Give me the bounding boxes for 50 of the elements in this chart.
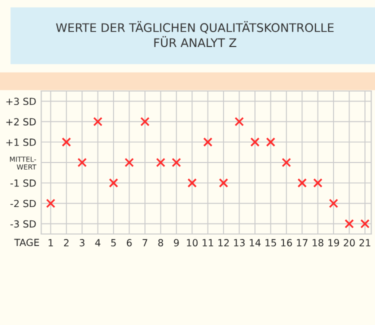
y-tick-label: +2 SD	[6, 118, 36, 126]
point	[124, 158, 134, 168]
point	[218, 178, 228, 188]
x-tick-label: 16	[281, 239, 292, 246]
point	[203, 137, 212, 147]
chart-title: WERTE DER TÄGLICHEN QUALITÄTSKONTROLLE FÜR ANALYT Z	[56, 21, 334, 48]
point	[360, 219, 370, 228]
point	[108, 178, 118, 188]
point	[297, 178, 307, 188]
point	[46, 198, 56, 208]
x-tick-label: 7	[142, 239, 148, 246]
x-tick-label: 4	[95, 239, 100, 246]
x-tick-label: 21	[359, 239, 370, 246]
x-tick-label: 2	[64, 239, 69, 246]
point	[313, 178, 322, 188]
point	[62, 137, 72, 147]
point	[250, 137, 260, 147]
x-tick-label: 9	[174, 239, 179, 246]
point	[266, 137, 276, 147]
point	[93, 117, 102, 126]
point	[234, 117, 244, 126]
x-tick-label: 10	[186, 239, 198, 246]
x-tick-label: 15	[266, 239, 276, 246]
x-tick-label: 8	[158, 239, 164, 246]
x-tick-label: 3	[80, 239, 84, 246]
y-tick-label: -3 SD	[10, 220, 36, 228]
x-axis-title: TAGE	[14, 238, 39, 246]
y-tick-label: -1 SD	[10, 179, 36, 187]
point	[187, 178, 197, 188]
x-tick-label: 19	[328, 239, 340, 246]
x-tick-label: 6	[126, 239, 132, 246]
y-tick-label: -2 SD	[10, 200, 36, 208]
x-tick-label: 1	[48, 239, 53, 246]
point	[344, 219, 354, 228]
x-tick-label: 20	[344, 239, 355, 246]
point	[77, 158, 87, 168]
y-tick-label: +1 SD	[6, 138, 36, 146]
point	[328, 198, 338, 208]
x-tick-label: 13	[234, 239, 245, 246]
x-tick-label: 18	[312, 239, 324, 246]
y-tick-label: +3 SD	[6, 98, 36, 106]
point	[282, 158, 292, 168]
point	[172, 158, 182, 168]
x-tick-label: 12	[218, 239, 229, 246]
point	[140, 117, 150, 126]
x-tick-label: 14	[250, 239, 261, 246]
x-tick-label: 11	[202, 239, 214, 246]
x-tick-label: 5	[111, 239, 116, 246]
x-tick-label: 17	[296, 239, 308, 246]
point	[156, 158, 166, 168]
